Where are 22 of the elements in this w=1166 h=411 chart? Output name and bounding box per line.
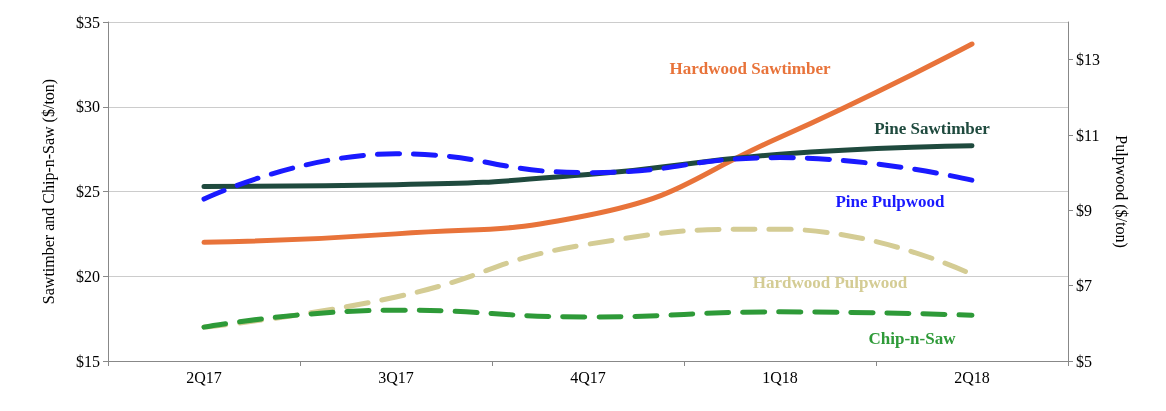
y-tick-label: $15: [76, 352, 100, 370]
x-tick-label: 3Q17: [378, 368, 414, 386]
y-tick-label: $25: [76, 183, 100, 200]
y2-tick-label: $5: [1076, 352, 1092, 370]
y-tick-label: $30: [76, 98, 100, 116]
y-tick-label: $20: [76, 267, 100, 285]
series-label: Pine Sawtimber: [874, 118, 991, 138]
y2-axis-title: Pulpwood ($/ton): [1111, 135, 1130, 248]
series-label: Hardwood Pulpwood: [752, 273, 908, 293]
y-axis-title: Sawtimber and Chip-n-Saw ($/ton): [39, 78, 58, 305]
x-tick-label: 1Q18: [762, 368, 798, 386]
y2-tick-label: $13: [1076, 51, 1100, 69]
series-label: Chip-n-Saw: [868, 329, 957, 349]
series-label: Hardwood Sawtimber: [669, 59, 831, 79]
y2-tick-label: $9: [1076, 201, 1092, 219]
y-tick-label: $35: [76, 13, 100, 31]
y2-tick-label: $11: [1076, 126, 1100, 144]
x-tick-label: 4Q17: [570, 368, 606, 386]
y2-tick-label: $7: [1076, 277, 1092, 295]
x-tick-label: 2Q17: [186, 368, 222, 386]
series-label: Pine Pulpwood: [835, 191, 946, 211]
x-tick-label: 2Q18: [954, 368, 990, 386]
